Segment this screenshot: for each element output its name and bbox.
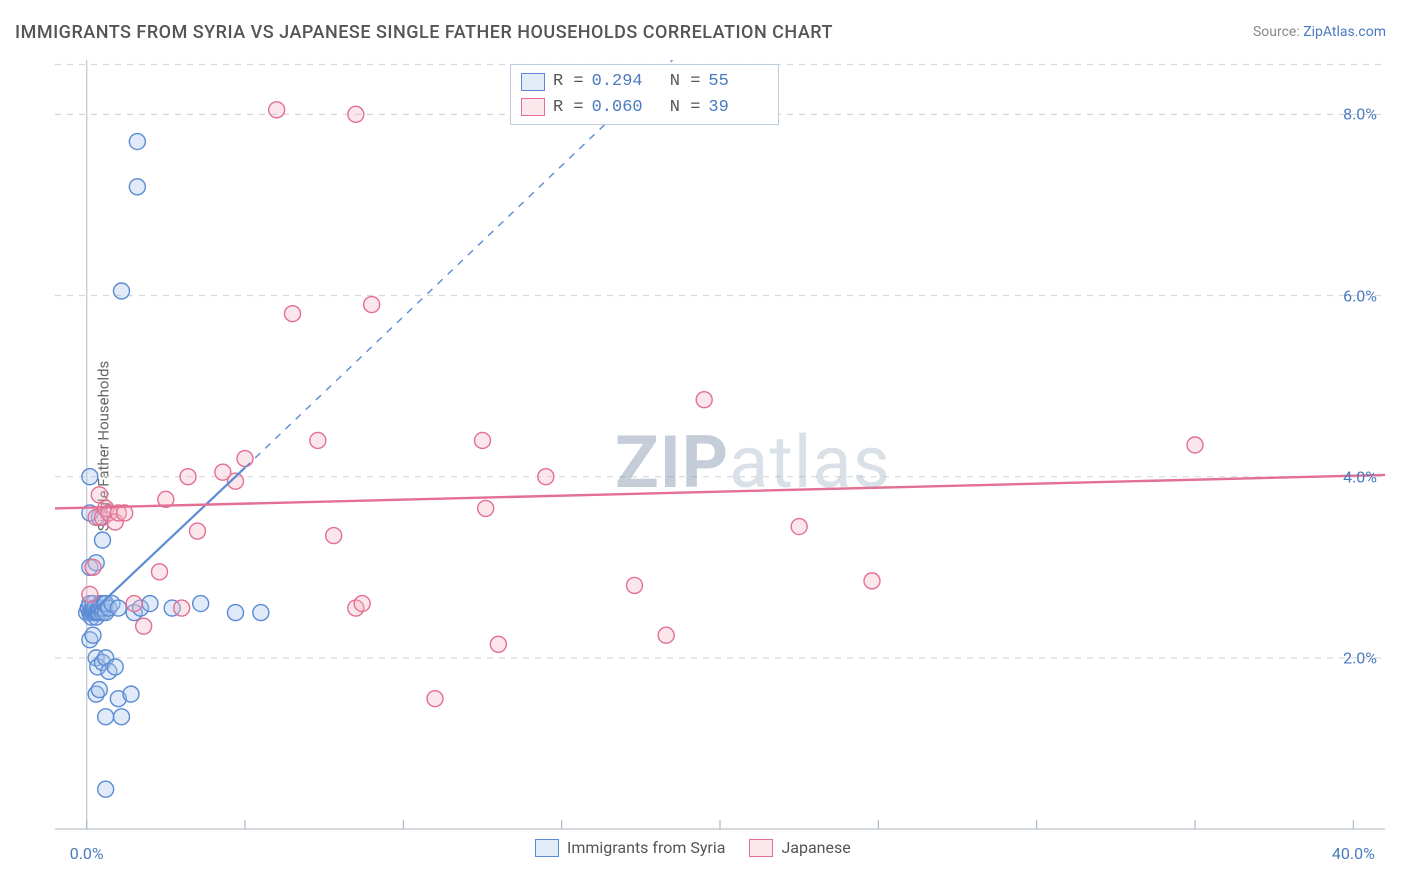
- y-tick-label: 8.0%: [1343, 105, 1377, 124]
- series-name: Japanese: [781, 838, 850, 857]
- source-attribution: Source: ZipAtlas.com: [1253, 24, 1386, 40]
- scatter-plot: ZIPatlas R =0.294 N =55R =0.060 N =39 Im…: [55, 60, 1385, 830]
- correlation-legend: R = 0.294 N = 55 R = 0.060 N = 39: [510, 64, 779, 125]
- legend-r-value: 0.060: [592, 95, 652, 121]
- chart-title: IMMIGRANTS FROM SYRIA VS JAPANESE SINGLE…: [15, 22, 833, 43]
- legend-n-value: 55: [708, 69, 768, 95]
- legend-n-label: N =: [660, 95, 701, 121]
- legend-n-label: N =: [660, 69, 701, 95]
- x-tick-label: 0.0%: [70, 844, 104, 863]
- legend-row: R = 0.060 N = 39: [521, 95, 768, 121]
- legend-swatch: [521, 98, 545, 116]
- y-tick-label: 6.0%: [1343, 286, 1377, 305]
- source-prefix: Source:: [1253, 24, 1303, 40]
- series-name: Immigrants from Syria: [567, 838, 725, 857]
- chart-canvas: [55, 60, 1385, 830]
- legend-r-value: 0.294: [592, 69, 652, 95]
- source-link[interactable]: ZipAtlas.com: [1303, 24, 1386, 40]
- y-tick-label: 4.0%: [1343, 467, 1377, 486]
- legend-r-label: R =: [553, 95, 584, 121]
- series-legend: Immigrants from Syria Japanese: [535, 838, 851, 857]
- x-tick-label: 40.0%: [1332, 844, 1375, 863]
- y-tick-label: 2.0%: [1343, 648, 1377, 667]
- legend-swatch: [749, 839, 773, 857]
- series-legend-item: Immigrants from Syria: [535, 838, 725, 857]
- legend-swatch: [535, 839, 559, 857]
- legend-row: R = 0.294 N = 55: [521, 69, 768, 95]
- legend-n-value: 39: [708, 95, 768, 121]
- series-legend-item: Japanese: [749, 838, 850, 857]
- legend-swatch: [521, 73, 545, 91]
- legend-r-label: R =: [553, 69, 584, 95]
